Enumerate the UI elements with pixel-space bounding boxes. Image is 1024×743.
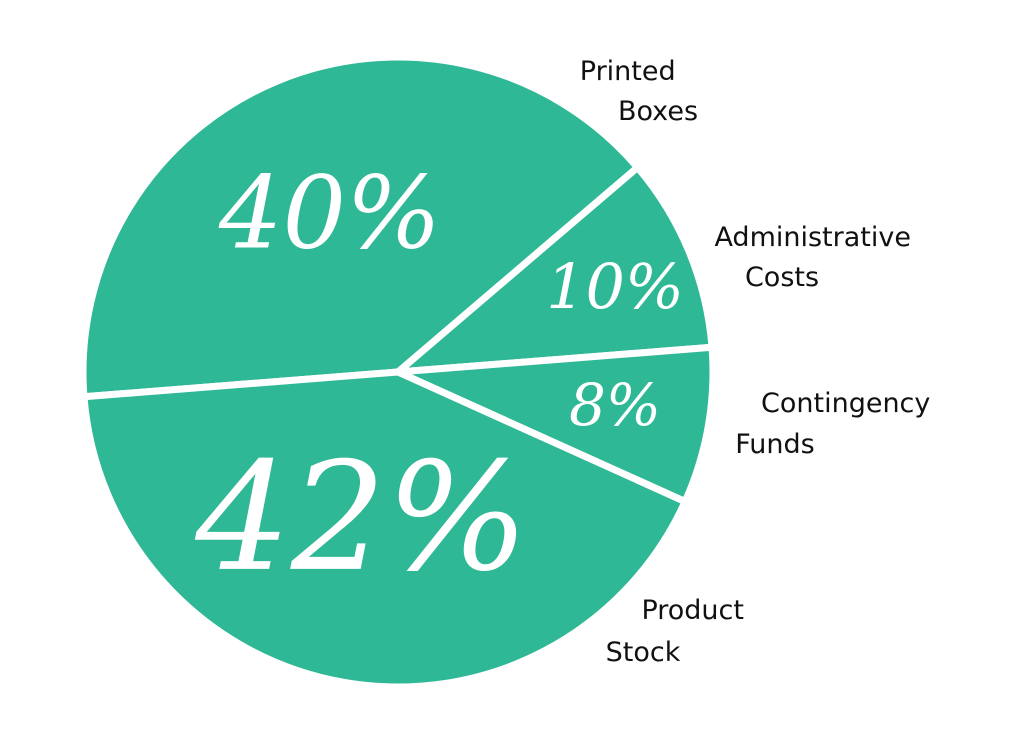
slice-value-label: 8% — [569, 371, 661, 439]
slice-value-label: 10% — [546, 250, 684, 323]
slice-category-label: Printed Boxes — [580, 56, 698, 127]
slice-category-label: Contingency Funds — [735, 388, 939, 460]
pie-slice — [80, 368, 689, 691]
slice-category-label: Product Stock — [606, 595, 753, 668]
pie-slice — [394, 343, 717, 506]
pie-slice — [79, 53, 642, 401]
slice-category-label: Administrative Costs — [714, 222, 919, 293]
slice-value-label: 42% — [194, 431, 528, 605]
pie-slice — [394, 163, 716, 376]
slice-value-label: 40% — [218, 155, 441, 272]
